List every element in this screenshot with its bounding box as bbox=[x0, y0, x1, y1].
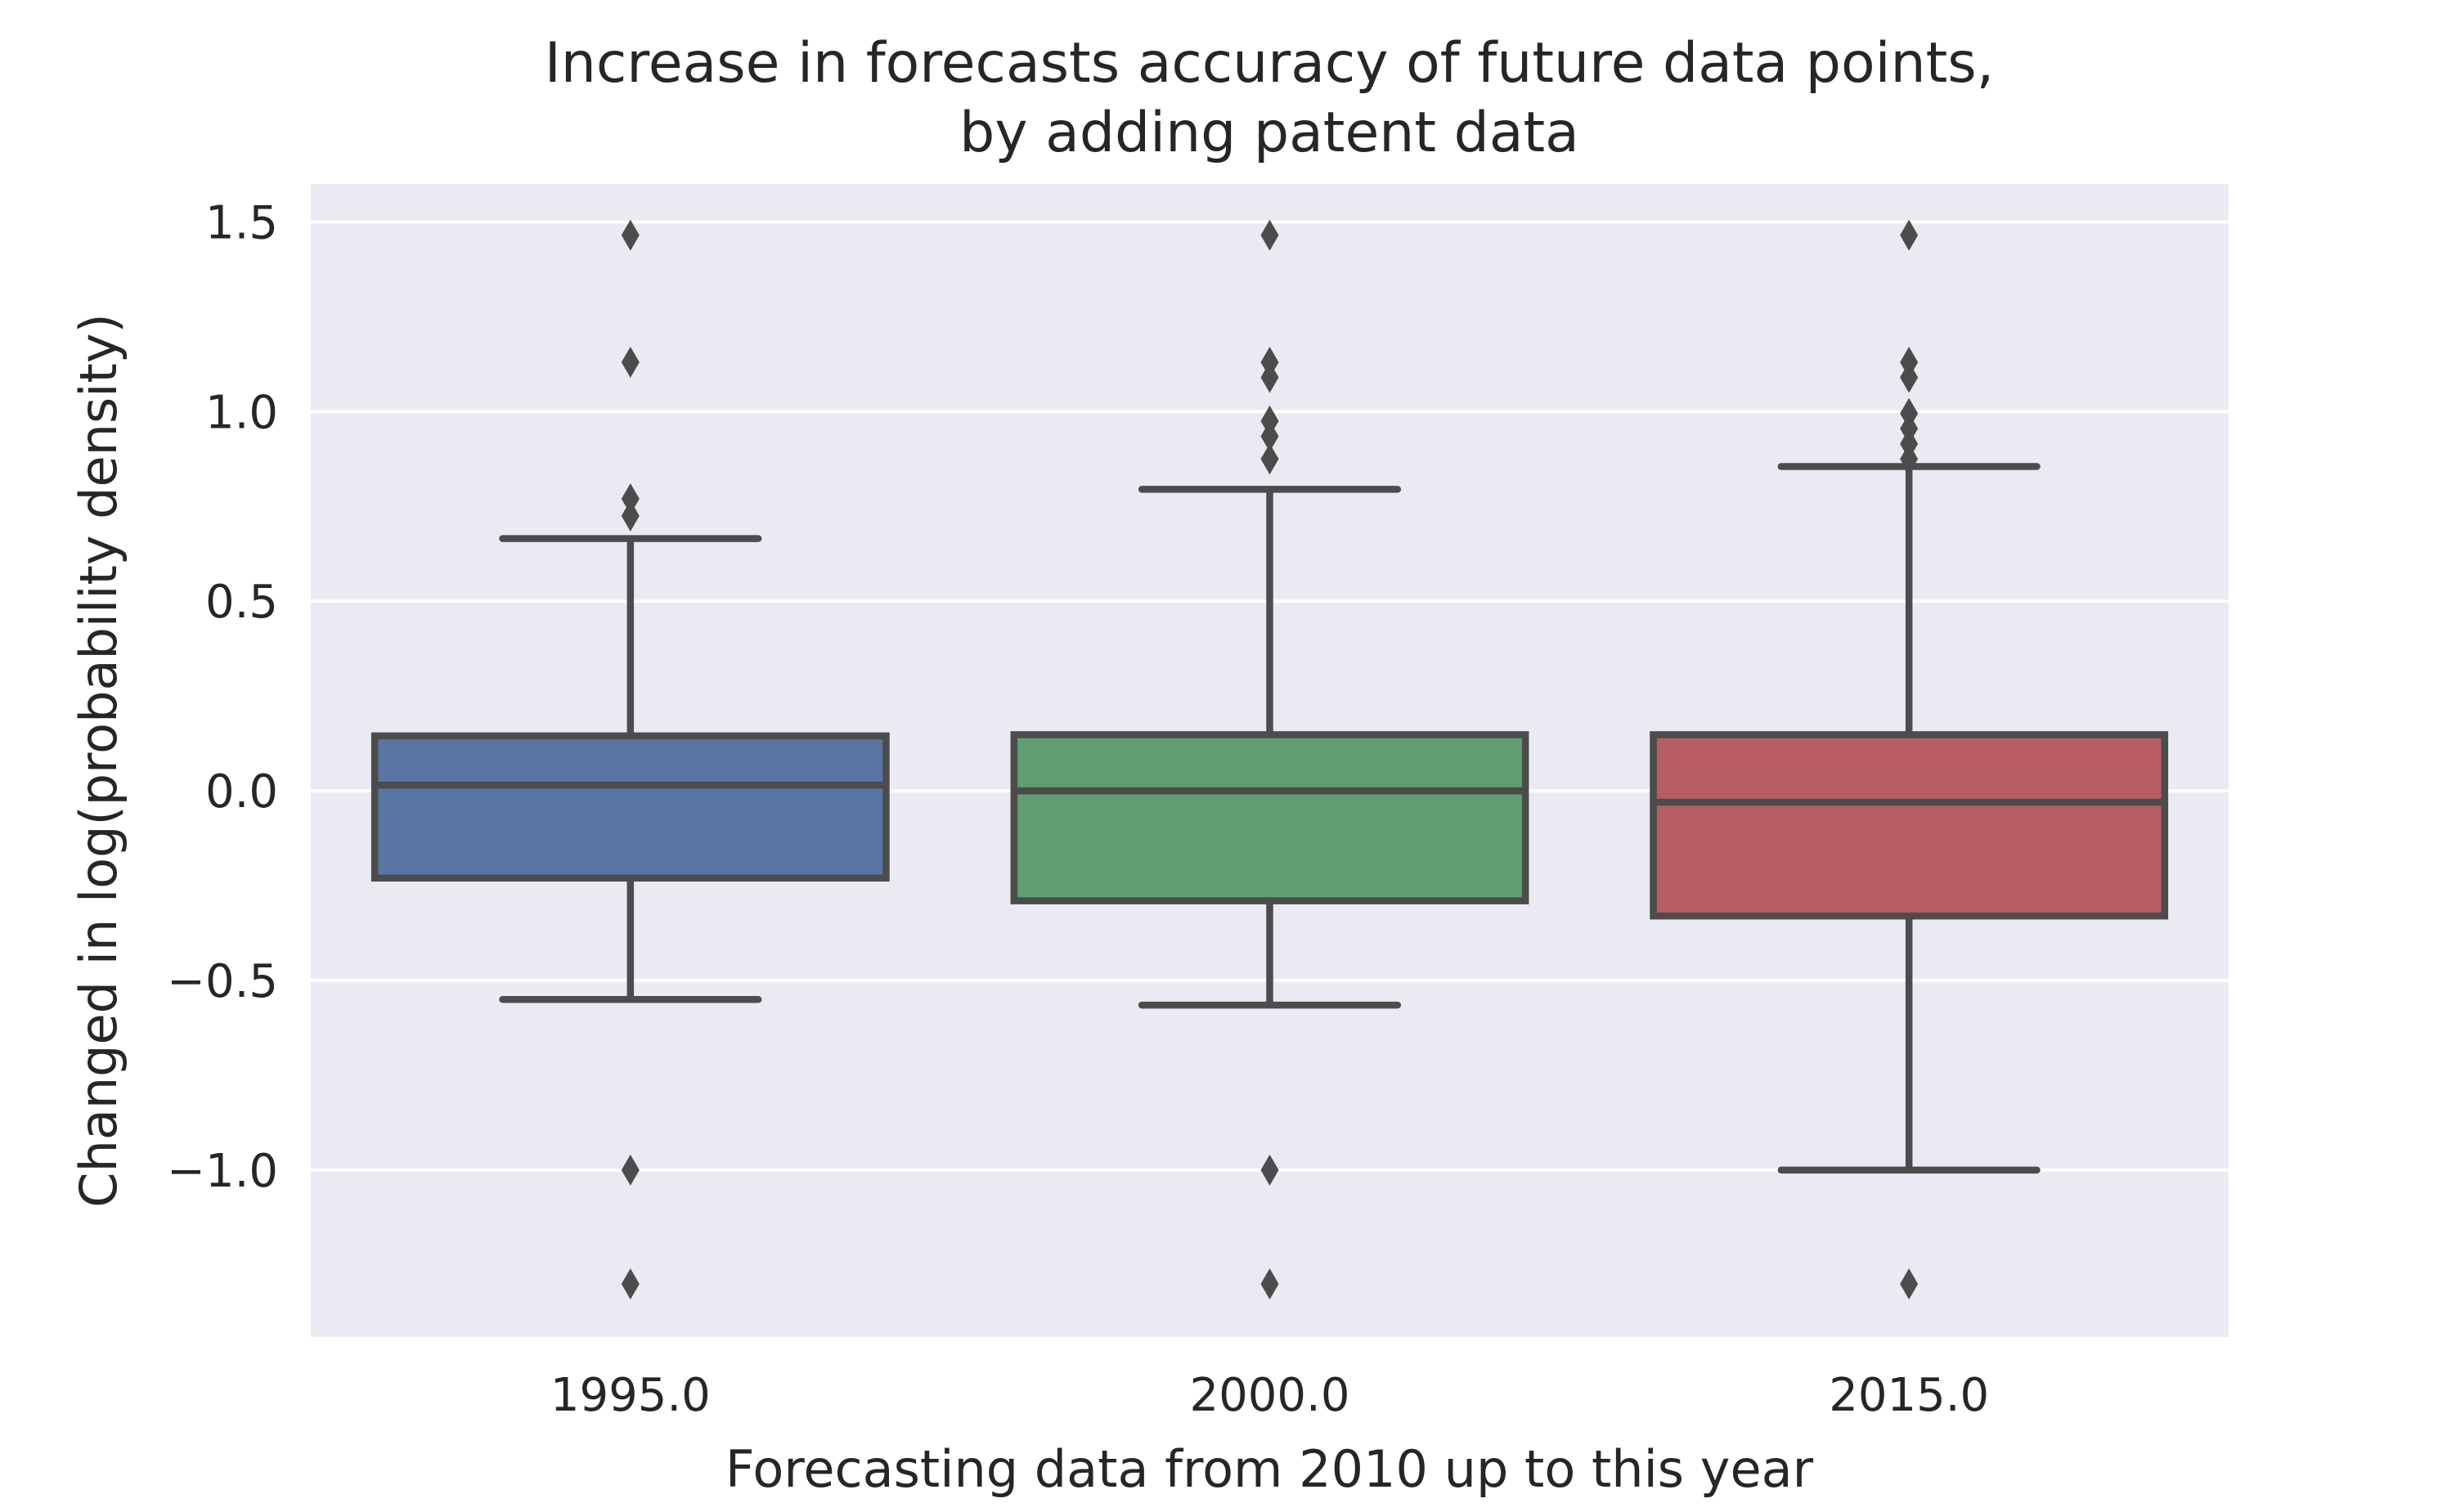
outlier-point bbox=[1260, 361, 1279, 393]
chart-title-line-1: Increase in forecasts accuracy of future… bbox=[545, 31, 1995, 96]
outlier-point bbox=[1260, 219, 1279, 251]
y-tick-labels: 1.5 1.0 0.5 0.0 −0.5 −1.0 bbox=[167, 196, 278, 1198]
box-iqr bbox=[1010, 731, 1529, 904]
outlier-point bbox=[621, 482, 640, 514]
outlier-point bbox=[621, 219, 640, 251]
y-axis-label: Changed in log(probability density) bbox=[69, 313, 128, 1207]
x-tick-label: 2000.0 bbox=[1190, 1369, 1350, 1422]
box-series bbox=[370, 219, 2169, 1300]
y-tick-label: −1.0 bbox=[167, 1145, 278, 1198]
box-group bbox=[1010, 219, 1529, 1300]
y-tick-label: 0.5 bbox=[205, 576, 278, 629]
outlier-point bbox=[1260, 1154, 1279, 1186]
outlier-point bbox=[1900, 361, 1919, 393]
y-tick-label: −0.5 bbox=[167, 955, 278, 1008]
outlier-point bbox=[621, 500, 640, 532]
outlier-point bbox=[1260, 1268, 1279, 1300]
box-iqr bbox=[370, 732, 890, 882]
box-iqr bbox=[1650, 731, 2169, 920]
outlier-point bbox=[621, 1268, 640, 1300]
outlier-point bbox=[1900, 1268, 1919, 1300]
outlier-point bbox=[1260, 443, 1279, 475]
box-group bbox=[1650, 219, 2169, 1300]
outlier-point bbox=[1900, 443, 1919, 475]
x-tick-label: 2015.0 bbox=[1829, 1369, 1989, 1422]
outlier-point bbox=[1260, 420, 1279, 452]
y-tick-label: 1.5 bbox=[205, 196, 278, 249]
x-tick-label: 1995.0 bbox=[550, 1369, 711, 1422]
box-group bbox=[370, 219, 890, 1300]
x-tick-labels: 1995.0 2000.0 2015.0 bbox=[550, 1369, 1989, 1422]
y-tick-label: 0.0 bbox=[205, 765, 278, 819]
outlier-point bbox=[621, 1154, 640, 1186]
x-axis-label: Forecasting data from 2010 up to this ye… bbox=[725, 1439, 1814, 1499]
outlier-point bbox=[1900, 219, 1919, 251]
y-tick-label: 1.0 bbox=[205, 386, 278, 439]
outlier-point bbox=[621, 346, 640, 378]
chart-title-line-2: by adding patent data bbox=[959, 101, 1579, 165]
